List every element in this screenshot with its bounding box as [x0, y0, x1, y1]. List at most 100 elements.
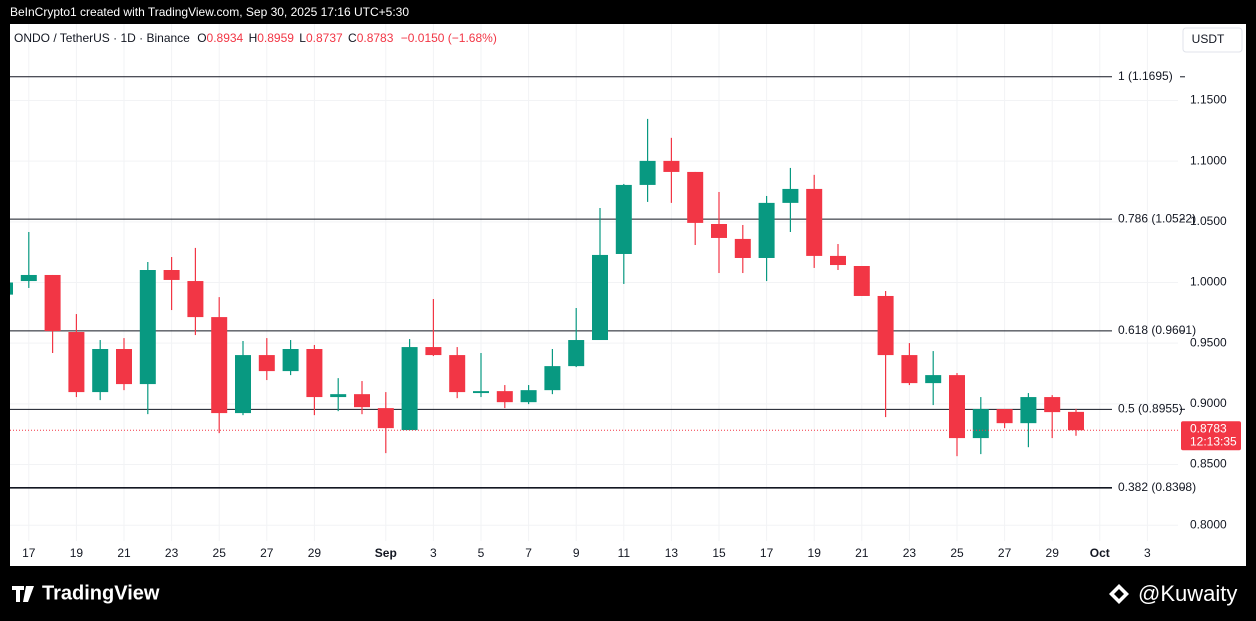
candle-body — [1068, 411, 1084, 431]
candle-body — [568, 340, 585, 367]
candle-body — [1044, 397, 1061, 413]
x-tick-label: 23 — [903, 546, 917, 560]
ohlc-label: C — [348, 31, 357, 45]
x-tick-label: 9 — [573, 546, 580, 560]
candle-body — [68, 332, 85, 393]
candle-body — [1020, 397, 1037, 424]
y-tick-label: 0.8000 — [1190, 517, 1227, 531]
candle-body — [949, 375, 965, 439]
brand: TradingView — [42, 582, 160, 604]
candle-body — [282, 349, 299, 372]
watermark-logo — [1109, 584, 1129, 604]
candle-body — [663, 160, 680, 172]
candle-body — [496, 391, 513, 403]
currency-box[interactable] — [1182, 27, 1243, 53]
y-tick-label: 0.9500 — [1190, 335, 1227, 349]
candle-body — [235, 355, 251, 414]
y-tick-label: 1.1500 — [1190, 93, 1227, 107]
x-tick-label: 5 — [478, 546, 485, 560]
last-price-tag — [1181, 421, 1241, 451]
fib-level-label: 1 (1.1695) — [1118, 69, 1173, 83]
candle-body — [401, 347, 418, 431]
x-tick-label: 23 — [165, 546, 179, 560]
candle-body — [211, 317, 228, 414]
candle-body — [473, 391, 489, 394]
countdown: 12:13:35 — [1190, 434, 1237, 448]
fib-level-label: 0.786 (1.0522) — [1118, 211, 1196, 225]
candle-body — [734, 238, 751, 258]
grid — [10, 24, 1178, 541]
candle-body — [449, 355, 466, 393]
fib-level-label: 0.618 (0.9601) — [1118, 323, 1196, 337]
x-tick-label: 3 — [1144, 546, 1151, 560]
credit: BeInCrypto1 created with TradingView.com… — [10, 5, 409, 19]
change: −0.0150 (−1.68%) — [401, 31, 497, 45]
candle-body — [187, 281, 204, 318]
x-tick-label: 3 — [430, 546, 437, 560]
candle-body — [853, 265, 870, 296]
x-tick-label: 29 — [1046, 546, 1060, 560]
ohlc-value: 0.8959 — [257, 31, 294, 45]
ohlc-label: H — [249, 31, 258, 45]
candle-body — [687, 171, 704, 223]
candle-body — [520, 390, 537, 403]
candle-body — [996, 409, 1013, 424]
x-tick-label: 15 — [712, 546, 726, 560]
y-tick-label: 1.0000 — [1190, 275, 1227, 289]
x-tick-label: 13 — [665, 546, 679, 560]
candle-body — [711, 224, 727, 238]
candle-body — [592, 254, 608, 341]
candle-body — [782, 188, 799, 203]
last-price-label: 0.8783 — [1190, 421, 1227, 435]
x-tick-label: 21 — [855, 546, 869, 560]
x-tick-label: 25 — [950, 546, 964, 560]
candle-body — [116, 349, 132, 385]
x-tick-label: 17 — [22, 546, 36, 560]
y-tick-label: 1.1000 — [1190, 153, 1227, 167]
candle-body — [10, 282, 13, 295]
candle-body — [354, 394, 370, 408]
x-tick-label: Oct — [1090, 546, 1110, 560]
currency: USDT — [1192, 32, 1225, 46]
candle-body — [306, 349, 323, 398]
candle-body — [139, 269, 156, 385]
watermark: @Kuwaity — [1138, 581, 1237, 606]
ohlc-label: L — [299, 31, 306, 45]
footer: TradingView @Kuwaity — [12, 581, 1237, 606]
candle-body — [758, 202, 775, 258]
candle-body — [92, 349, 109, 393]
candle-body — [377, 408, 394, 429]
y-tick-label: 0.9000 — [1190, 396, 1227, 410]
candle-body — [44, 274, 61, 332]
x-tick-label: 7 — [525, 546, 532, 560]
brand-logo — [12, 586, 34, 602]
x-tick-label: 27 — [998, 546, 1012, 560]
y-tick-label: 1.0500 — [1190, 214, 1227, 228]
candles — [10, 118, 1178, 457]
fib-levels: 1 (1.1695) 0.786 (1.0522) 0.618 (0.9601) 0.… — [10, 69, 1196, 494]
candle-body — [20, 274, 37, 282]
candle-body — [258, 355, 275, 372]
ohlc-value: 0.8737 — [306, 31, 343, 45]
candle-body — [544, 366, 561, 391]
axes: 0.8000 0.8500 0.9000 0.9500 1.0000 1.0500 1.10… — [22, 93, 1241, 560]
fib-level-label: 0.382 (0.8308) — [1118, 480, 1196, 494]
candle-body — [972, 409, 989, 439]
y-tick-label: 0.8500 — [1190, 457, 1227, 471]
candle-body — [163, 269, 180, 280]
x-tick-label: 29 — [308, 546, 322, 560]
fib-level-label: 0.5 (0.8955) — [1118, 401, 1183, 415]
candle-body — [615, 184, 632, 254]
candle-body — [901, 355, 918, 384]
x-tick-label: 25 — [213, 546, 227, 560]
candle-body — [877, 295, 894, 356]
x-tick-label: 19 — [808, 546, 822, 560]
chart-header: ONDO / TetherUS · 1D · Binance O0.8934 H… — [14, 31, 497, 45]
x-tick-label: 11 — [618, 546, 631, 560]
ohlc-value: 0.8783 — [357, 31, 394, 45]
candle-body — [925, 375, 942, 384]
ohlc-value: 0.8934 — [207, 31, 244, 45]
candle-body — [425, 347, 442, 356]
